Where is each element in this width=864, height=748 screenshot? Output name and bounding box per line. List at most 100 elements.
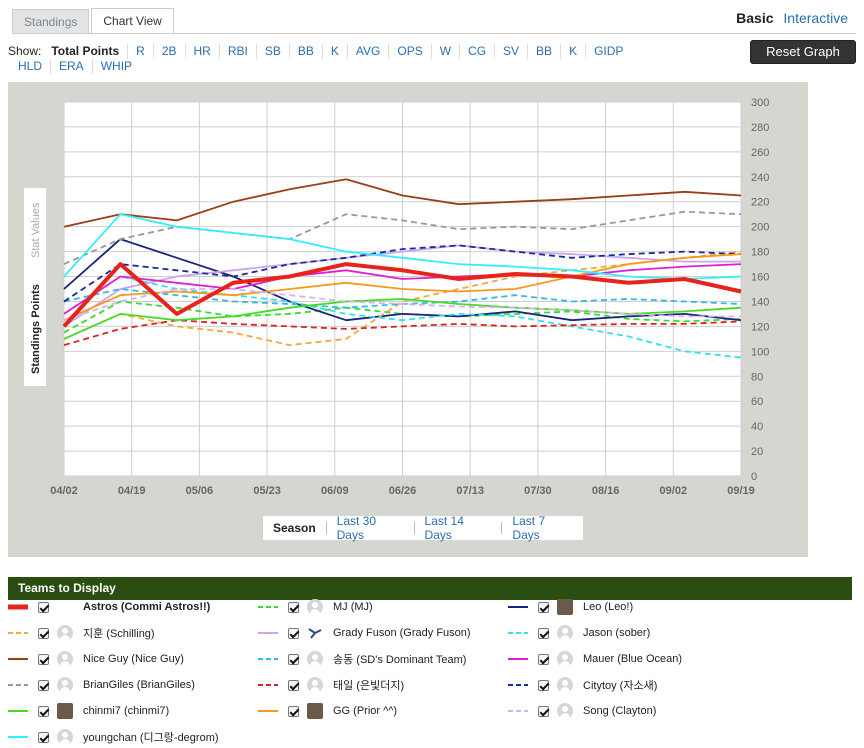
stat-option[interactable]: OPS bbox=[388, 44, 430, 59]
team-checkbox[interactable] bbox=[38, 601, 49, 613]
team-row: Grady Fuson (Grady Fuson) bbox=[258, 624, 471, 642]
team-avatar bbox=[57, 625, 73, 641]
x-tick-label: 07/13 bbox=[456, 485, 484, 497]
series-line bbox=[63, 213, 742, 280]
team-checkbox[interactable] bbox=[288, 627, 299, 639]
team-avatar bbox=[57, 729, 73, 745]
team-checkbox[interactable] bbox=[38, 653, 49, 665]
team-row: Nice Guy (Nice Guy) bbox=[8, 650, 184, 668]
stat-option[interactable]: AVG bbox=[346, 44, 388, 59]
team-checkbox[interactable] bbox=[288, 679, 299, 691]
range-last-30-days[interactable]: Last 30 Days bbox=[336, 514, 377, 542]
stat-option[interactable]: HR bbox=[184, 44, 219, 59]
stat-option[interactable]: K bbox=[560, 44, 585, 59]
series-line bbox=[63, 263, 742, 315]
team-name: Citytoy (자소새) bbox=[583, 680, 658, 692]
x-tick-label: 05/06 bbox=[186, 485, 214, 497]
show-label: Show: bbox=[8, 44, 42, 58]
team-name: Mauer (Blue Ocean) bbox=[583, 653, 683, 665]
tab-standings[interactable]: Standings bbox=[12, 9, 90, 33]
team-name: Leo (Leo!) bbox=[583, 601, 634, 613]
x-tick-label: 09/02 bbox=[660, 485, 688, 497]
team-name: 송동 (SD's Dominant Team) bbox=[333, 654, 467, 666]
team-checkbox[interactable] bbox=[288, 601, 299, 613]
teams-header: Teams to Display bbox=[8, 577, 852, 600]
series-line bbox=[63, 238, 742, 322]
date-range-selector: Season Last 30 Days Last 14 Days Last 7 … bbox=[263, 514, 583, 542]
team-checkbox[interactable] bbox=[38, 627, 49, 639]
stat-option[interactable]: Total Points bbox=[51, 44, 120, 58]
team-avatar bbox=[307, 677, 323, 693]
team-checkbox[interactable] bbox=[538, 705, 549, 717]
team-checkbox[interactable] bbox=[538, 601, 549, 613]
range-season[interactable]: Season bbox=[273, 521, 316, 535]
series-line bbox=[63, 210, 742, 265]
tabs-divider bbox=[12, 33, 856, 34]
stat-option[interactable]: W bbox=[430, 44, 459, 59]
team-row: Mauer (Blue Ocean) bbox=[508, 650, 682, 668]
stat-option[interactable]: SB bbox=[255, 44, 289, 59]
series-line bbox=[63, 244, 741, 328]
stat-option[interactable]: SV bbox=[494, 44, 527, 59]
stat-option[interactable]: ERA bbox=[50, 59, 92, 74]
team-line-swatch bbox=[258, 684, 278, 686]
range-last-14-days[interactable]: Last 14 Days bbox=[424, 514, 464, 542]
y-tick-label: 160 bbox=[751, 272, 769, 284]
x-tick-label: 05/23 bbox=[253, 485, 281, 497]
mode-interactive-link[interactable]: Interactive bbox=[783, 10, 848, 26]
stat-option[interactable]: GIDP bbox=[585, 44, 631, 59]
series-line bbox=[63, 298, 742, 340]
team-avatar bbox=[557, 651, 573, 667]
team-checkbox[interactable] bbox=[538, 653, 549, 665]
standings-chart: 0 20 40 60 80 100 120 140 160 180 200 220 240 260 280 3… bbox=[24, 97, 769, 497]
team-name: BrianGiles (BrianGiles) bbox=[83, 679, 195, 691]
y-tick-label: 80 bbox=[751, 371, 763, 383]
team-line-swatch bbox=[258, 710, 278, 712]
y-tick-label: 120 bbox=[751, 321, 769, 333]
x-tick-label: 04/02 bbox=[50, 485, 78, 497]
team-checkbox[interactable] bbox=[538, 627, 549, 639]
team-checkbox[interactable] bbox=[38, 705, 49, 717]
chart-panel: 0 20 40 60 80 100 120 140 160 180 200 220 240 260 280 3… bbox=[8, 82, 808, 557]
team-row: Leo (Leo!) bbox=[508, 598, 633, 616]
stat-option[interactable]: BB bbox=[527, 44, 560, 59]
range-last-7-days[interactable]: Last 7 Days bbox=[512, 514, 546, 542]
team-checkbox[interactable] bbox=[288, 653, 299, 665]
team-line-swatch bbox=[508, 606, 528, 608]
team-row: 송동 (SD's Dominant Team) bbox=[258, 650, 466, 668]
y-tick-label: 220 bbox=[751, 197, 769, 209]
mode-basic[interactable]: Basic bbox=[736, 10, 774, 26]
team-checkbox[interactable] bbox=[38, 679, 49, 691]
team-line-swatch bbox=[8, 710, 28, 712]
y-tick-label: 260 bbox=[751, 147, 769, 159]
team-line-swatch bbox=[508, 658, 528, 660]
y-tick-label: 40 bbox=[751, 421, 763, 433]
stat-option[interactable]: HLD bbox=[18, 59, 43, 73]
stat-option[interactable]: R bbox=[127, 44, 153, 59]
stat-option[interactable]: RBI bbox=[218, 44, 256, 59]
team-checkbox[interactable] bbox=[38, 731, 49, 743]
team-name: GG (Prior ^^) bbox=[333, 705, 398, 717]
y-tick-label: 280 bbox=[751, 122, 769, 134]
team-checkbox[interactable] bbox=[538, 679, 549, 691]
series-line bbox=[63, 275, 742, 359]
tab-chart-view[interactable]: Chart View bbox=[91, 8, 174, 34]
x-tick-label: 06/26 bbox=[389, 485, 417, 497]
team-line-swatch bbox=[8, 736, 28, 738]
stat-option[interactable]: WHIP bbox=[91, 59, 140, 74]
reset-graph-button[interactable]: Reset Graph bbox=[750, 40, 856, 64]
x-tick-label: 04/19 bbox=[118, 485, 146, 497]
stat-option[interactable]: K bbox=[321, 44, 347, 59]
team-row: Jason (sober) bbox=[508, 624, 650, 642]
team-checkbox[interactable] bbox=[288, 705, 299, 717]
team-avatar bbox=[557, 599, 573, 615]
team-name: Grady Fuson (Grady Fuson) bbox=[333, 627, 471, 639]
series-line bbox=[62, 262, 742, 328]
team-avatar bbox=[307, 651, 323, 667]
stat-option[interactable]: CG bbox=[459, 44, 494, 59]
team-row: youngchan (디그랑-degrom) bbox=[8, 728, 219, 746]
team-line-swatch bbox=[8, 632, 28, 634]
stat-option[interactable]: 2B bbox=[152, 44, 185, 59]
stat-option[interactable]: BB bbox=[288, 44, 322, 59]
series-line bbox=[63, 300, 742, 334]
